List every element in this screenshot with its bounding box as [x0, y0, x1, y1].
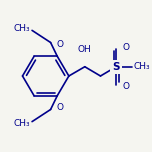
Text: S: S: [112, 62, 120, 72]
Text: CH₃: CH₃: [13, 24, 30, 33]
Text: CH₃: CH₃: [13, 119, 30, 128]
Text: OH: OH: [78, 45, 92, 54]
Text: O: O: [56, 40, 63, 49]
Text: CH₃: CH₃: [133, 62, 150, 71]
Text: O: O: [123, 82, 130, 91]
Text: O: O: [123, 43, 130, 52]
Text: O: O: [56, 103, 63, 112]
